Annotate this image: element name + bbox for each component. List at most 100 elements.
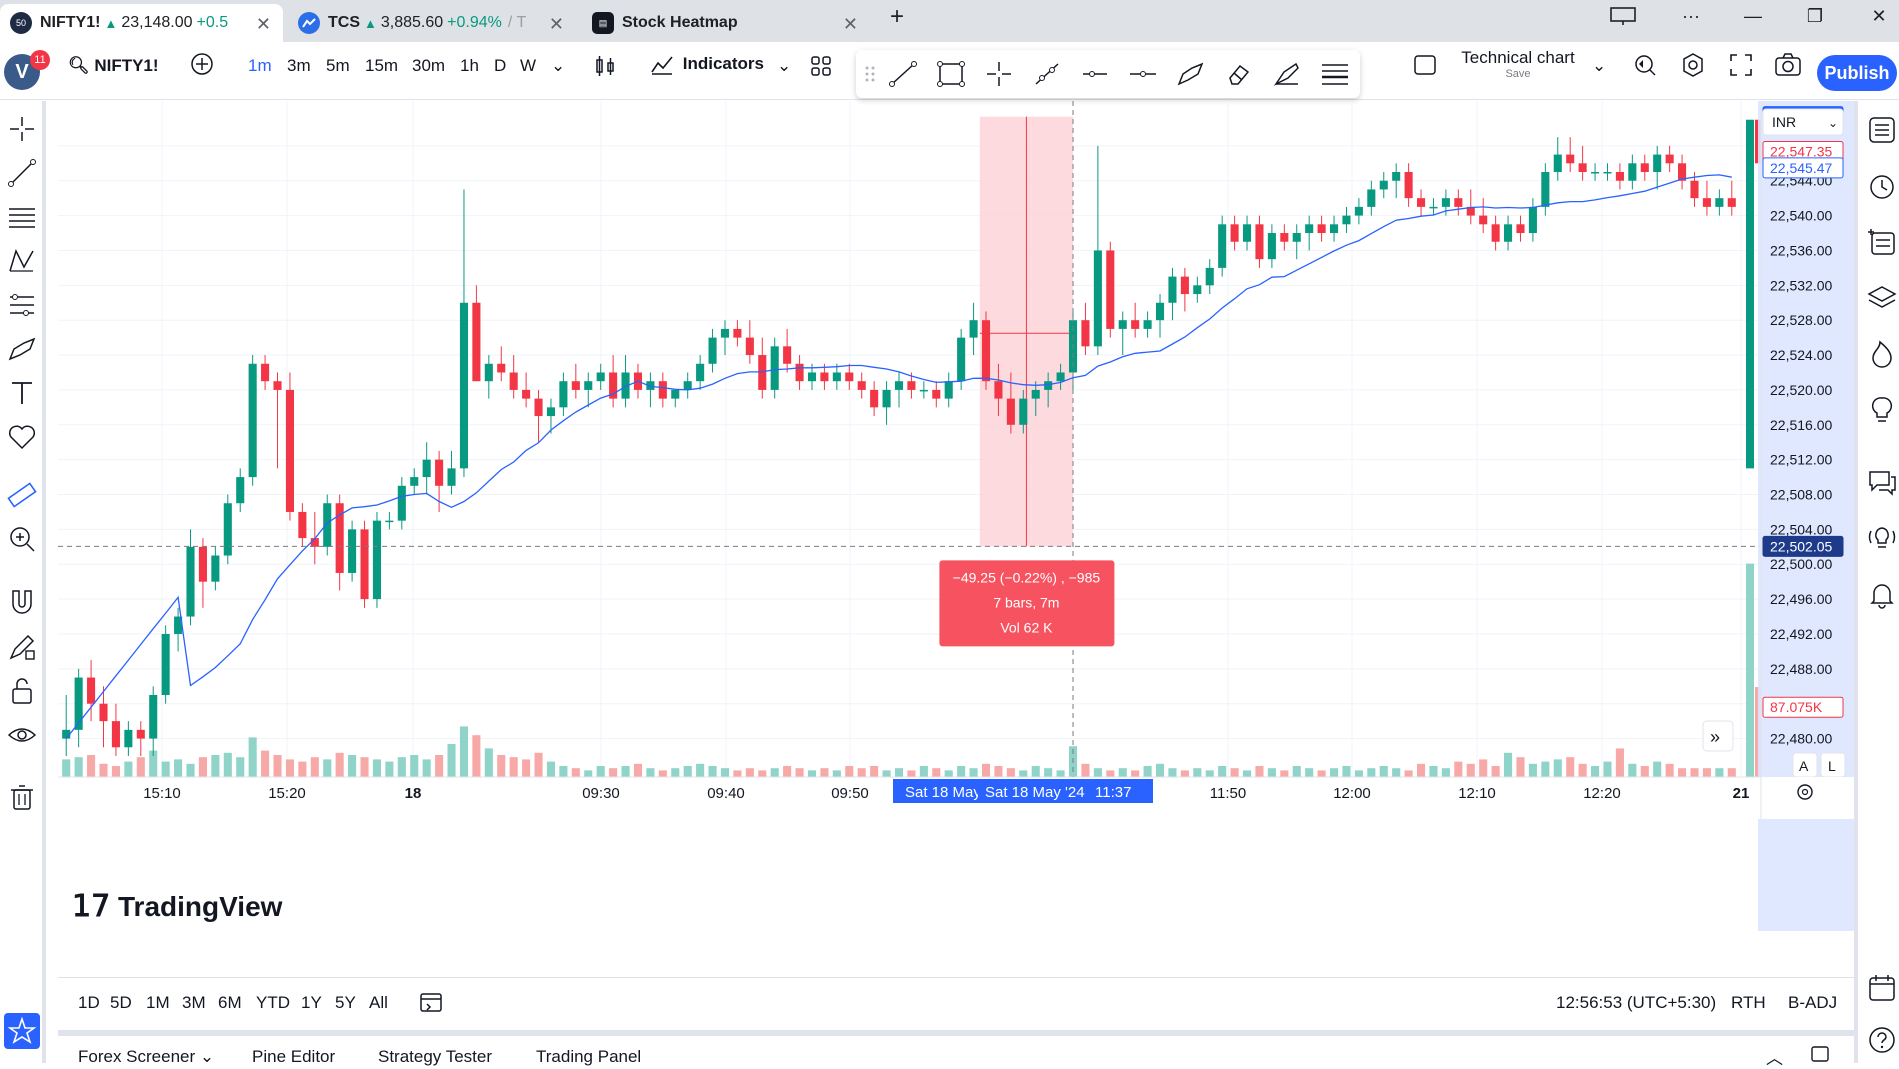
trend-line-icon[interactable] (888, 60, 918, 88)
minimize-icon[interactable]: — (1744, 6, 1762, 26)
chat-icon[interactable] (1867, 467, 1897, 497)
window-close-icon[interactable]: ✕ (1871, 6, 1887, 26)
new-tab-button[interactable]: + (889, 3, 904, 30)
calendar-icon[interactable] (1867, 973, 1897, 1003)
brush-icon[interactable] (6, 333, 38, 365)
indicators-button[interactable]: Indicators (650, 54, 764, 76)
timeframe-5m[interactable]: 5m (326, 56, 350, 75)
settings-button[interactable] (1680, 52, 1706, 83)
restore-icon[interactable]: ❐ (1806, 6, 1824, 26)
ray-icon[interactable] (1032, 60, 1062, 88)
range-5D[interactable]: 5D (110, 993, 132, 1012)
fire-icon[interactable] (1867, 339, 1897, 369)
range-1M[interactable]: 1M (146, 993, 170, 1012)
range-1D[interactable]: 1D (78, 993, 100, 1012)
ruler-icon[interactable] (6, 479, 38, 511)
maximize-panel-icon[interactable] (1810, 1045, 1830, 1068)
trash-icon[interactable] (6, 781, 38, 813)
time-axis-settings-icon[interactable] (1797, 784, 1813, 800)
drag-handle-icon[interactable] (862, 60, 878, 88)
lock-icon[interactable] (6, 675, 38, 707)
range-3M[interactable]: 3M (182, 993, 206, 1012)
price-chart[interactable]: 𝟣𝟩 TradingView 22,548.0022,544.0022,540.… (58, 101, 1854, 977)
alert-replay-button[interactable] (1632, 52, 1658, 83)
close-icon[interactable]: ✕ (842, 14, 858, 34)
adjustment-toggle[interactable]: B-ADJ (1788, 993, 1838, 1012)
timeframe-D[interactable]: D (494, 56, 507, 75)
layout-toggle[interactable] (1412, 52, 1438, 83)
tab-pine-editor[interactable]: Pine Editor (252, 1047, 336, 1066)
magnet-icon[interactable] (6, 587, 38, 619)
data-window-icon[interactable] (1867, 227, 1897, 257)
close-icon[interactable]: ✕ (255, 14, 271, 34)
candle-body (907, 381, 916, 390)
stay-drawing-icon[interactable] (6, 631, 38, 663)
range-All[interactable]: All (369, 993, 388, 1012)
clock-display[interactable]: 12:56:53 (UTC+5:30) (1556, 993, 1717, 1012)
browser-tab-nifty[interactable]: 50 NIFTY1! ▲ 23,148.00 +0.5 ✕ (0, 4, 283, 42)
streams-icon[interactable] (1867, 523, 1897, 553)
candle-body (261, 363, 270, 382)
heart-icon[interactable] (6, 421, 38, 453)
range-5Y[interactable]: 5Y (335, 993, 356, 1012)
eye-icon[interactable] (6, 719, 38, 751)
range-YTD[interactable]: YTD (256, 993, 290, 1012)
timeframe-W[interactable]: W (520, 56, 537, 75)
fib-retracement-icon[interactable] (6, 201, 38, 233)
timeframe-30m[interactable]: 30m (412, 56, 446, 75)
chevron-down-icon[interactable]: ⌄ (777, 56, 792, 75)
more-icon[interactable]: ··· (1682, 6, 1700, 26)
fullscreen-button[interactable] (1728, 52, 1754, 83)
timeframe-15m[interactable]: 15m (365, 56, 399, 75)
star-favorites-icon[interactable] (4, 1013, 40, 1049)
lightbulb-icon[interactable] (1867, 395, 1897, 425)
candlestick-chart[interactable]: 𝟣𝟩 TradingView 22,548.0022,544.0022,540.… (58, 101, 1854, 977)
brush-icon[interactable] (1176, 60, 1206, 88)
timeframe-3m[interactable]: 3m (287, 56, 311, 75)
symbol-search-button[interactable]: 🔍︎ NIFTY1! (68, 56, 159, 76)
rectangle-icon[interactable] (936, 60, 966, 88)
bell-icon[interactable] (1867, 579, 1897, 609)
layers-icon[interactable] (1867, 283, 1897, 313)
watchlist-icon[interactable] (1867, 115, 1897, 145)
projection-icon[interactable] (6, 289, 38, 321)
layouts-button[interactable] (810, 55, 832, 82)
compare-symbol-button[interactable] (190, 52, 214, 81)
eraser-icon[interactable] (1224, 60, 1254, 88)
help-icon[interactable] (1867, 1025, 1897, 1055)
tab-strategy-tester[interactable]: Strategy Tester (378, 1047, 493, 1066)
pen-icon[interactable] (1272, 60, 1302, 88)
trend-line-icon[interactable] (6, 157, 38, 189)
cursor-cross-icon[interactable] (6, 113, 38, 145)
pattern-icon[interactable] (6, 245, 38, 277)
browser-tab-tcs[interactable]: TCS ▲ 3,885.60 +0.94% / T ✕ (288, 4, 576, 42)
horizontal-ray-icon[interactable] (1080, 60, 1110, 88)
zoom-in-icon[interactable] (6, 523, 38, 555)
snapshot-button[interactable] (1774, 52, 1802, 83)
range-6M[interactable]: 6M (218, 993, 242, 1012)
range-1Y[interactable]: 1Y (301, 993, 322, 1012)
line-style-icon[interactable] (1320, 60, 1350, 88)
text-icon[interactable] (6, 377, 38, 409)
candle-style-button[interactable] (594, 54, 616, 83)
candle-body (223, 503, 232, 556)
close-icon[interactable]: ✕ (548, 14, 564, 34)
alarm-clock-icon[interactable] (1867, 171, 1897, 201)
chevron-up-icon[interactable]: ︿ (1766, 1049, 1783, 1068)
horizontal-line-icon[interactable] (1128, 60, 1158, 88)
session-toggle[interactable]: RTH (1731, 993, 1766, 1012)
timeframe-1m[interactable]: 1m (248, 56, 272, 75)
tab-forex-screener[interactable]: Forex Screener ⌄ (78, 1047, 214, 1067)
publish-button[interactable]: Publish (1817, 55, 1897, 91)
chevron-down-icon[interactable]: ⌄ (1592, 56, 1607, 75)
scroll-realtime-button[interactable] (1702, 720, 1734, 752)
layout-name-button[interactable]: Technical chart Save (1458, 48, 1578, 80)
go-to-date-button[interactable] (418, 989, 444, 1020)
chevron-down-icon[interactable]: ⌄ (551, 56, 566, 75)
timeframe-1h[interactable]: 1h (460, 56, 479, 75)
currency-select[interactable] (1762, 108, 1844, 136)
crosshair-icon[interactable] (984, 60, 1014, 88)
cast-icon[interactable] (1608, 6, 1638, 31)
browser-tab-heatmap[interactable]: ▤ Stock Heatmap ✕ (582, 4, 870, 42)
tab-trading-panel[interactable]: Trading Panel (536, 1047, 642, 1066)
